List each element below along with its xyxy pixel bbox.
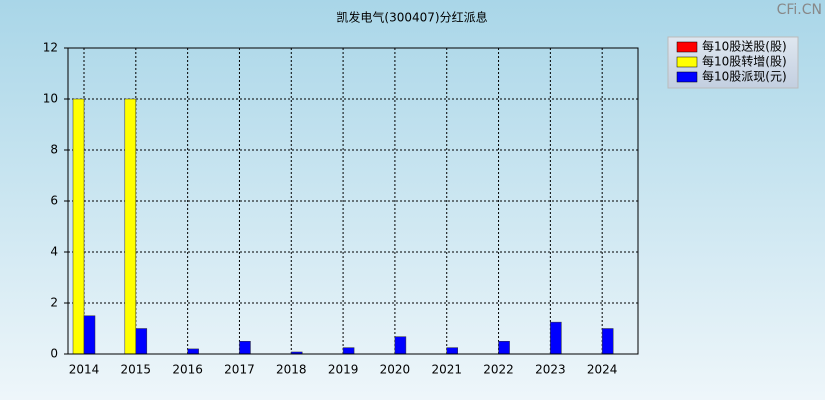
x-tick-label: 2018 <box>276 363 307 377</box>
y-tick-label: 10 <box>43 92 58 106</box>
bar <box>187 348 199 355</box>
legend-label: 每10股转增(股) <box>702 54 787 69</box>
x-tick-label: 2015 <box>121 363 152 377</box>
bar <box>446 347 458 355</box>
x-tick-label: 2014 <box>69 363 100 377</box>
legend-swatch <box>676 56 698 68</box>
watermark: CFi.CN <box>777 2 822 18</box>
legend-label: 每10股送股(股) <box>702 39 787 54</box>
legend: 每10股送股(股)每10股转增(股)每10股派现(元) <box>667 36 799 89</box>
x-tick-label: 2023 <box>535 363 566 377</box>
x-tick-label: 2016 <box>172 363 203 377</box>
y-tick-label: 2 <box>50 296 58 310</box>
y-tick-label: 12 <box>43 41 58 55</box>
legend-label: 每10股派现(元) <box>702 69 787 84</box>
y-tick-label: 0 <box>50 347 58 361</box>
bar <box>601 328 614 355</box>
bar <box>72 98 85 355</box>
plot-border <box>67 47 639 355</box>
x-tick-label: 2017 <box>224 363 255 377</box>
bar <box>83 315 96 355</box>
bar <box>550 321 562 355</box>
x-tick-label: 2022 <box>483 363 514 377</box>
y-tick-label: 4 <box>50 245 58 259</box>
bar <box>135 328 148 355</box>
x-tick-label: 2019 <box>328 363 359 377</box>
bar <box>342 347 355 355</box>
bar <box>498 341 510 355</box>
legend-swatch <box>676 41 698 53</box>
x-tick-label: 2024 <box>587 363 618 377</box>
x-tick-label: 2020 <box>380 363 411 377</box>
bar <box>124 98 137 355</box>
bar <box>394 336 407 355</box>
y-tick-label: 8 <box>50 143 58 157</box>
legend-swatch <box>676 71 698 83</box>
x-tick-label: 2021 <box>431 363 462 377</box>
bar <box>239 341 251 355</box>
y-tick-label: 6 <box>50 194 58 208</box>
chart-title: 凯发电气(300407)分红派息 <box>336 10 487 25</box>
